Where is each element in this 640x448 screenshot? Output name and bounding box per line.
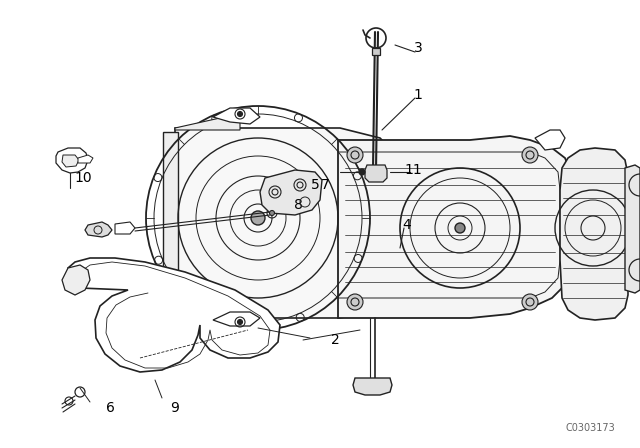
Polygon shape xyxy=(213,312,260,326)
Polygon shape xyxy=(338,136,572,318)
Polygon shape xyxy=(62,155,79,167)
Polygon shape xyxy=(535,130,565,150)
Polygon shape xyxy=(56,148,88,173)
Polygon shape xyxy=(213,108,260,124)
Polygon shape xyxy=(175,310,240,322)
Polygon shape xyxy=(365,165,387,182)
Circle shape xyxy=(522,294,538,310)
Text: 1: 1 xyxy=(413,88,422,102)
Text: 7: 7 xyxy=(321,178,330,192)
Text: 6: 6 xyxy=(106,401,115,415)
Text: C0303173: C0303173 xyxy=(565,423,615,433)
Polygon shape xyxy=(115,222,135,234)
Circle shape xyxy=(269,211,275,215)
Polygon shape xyxy=(372,48,380,55)
Circle shape xyxy=(370,385,376,391)
Polygon shape xyxy=(625,165,640,293)
Polygon shape xyxy=(560,148,628,320)
Text: 11: 11 xyxy=(404,163,422,177)
Polygon shape xyxy=(62,265,90,295)
Polygon shape xyxy=(175,118,240,130)
Circle shape xyxy=(359,169,365,175)
Circle shape xyxy=(237,112,243,116)
Text: 4: 4 xyxy=(403,218,412,232)
Polygon shape xyxy=(78,155,93,163)
Text: 3: 3 xyxy=(413,41,422,55)
Circle shape xyxy=(251,211,265,225)
Text: 8: 8 xyxy=(294,198,303,212)
Text: 2: 2 xyxy=(331,333,339,347)
Circle shape xyxy=(347,147,363,163)
Text: 5: 5 xyxy=(310,178,319,192)
Text: 9: 9 xyxy=(171,401,179,415)
Circle shape xyxy=(455,223,465,233)
Polygon shape xyxy=(175,128,390,318)
Polygon shape xyxy=(85,222,112,237)
Polygon shape xyxy=(353,378,392,395)
Polygon shape xyxy=(68,258,280,372)
Circle shape xyxy=(347,294,363,310)
Text: 10: 10 xyxy=(74,171,92,185)
Circle shape xyxy=(522,147,538,163)
Polygon shape xyxy=(260,170,322,215)
Polygon shape xyxy=(163,132,178,310)
Circle shape xyxy=(237,319,243,324)
